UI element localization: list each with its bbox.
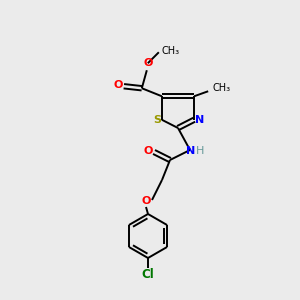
Text: O: O xyxy=(143,58,152,68)
Text: H: H xyxy=(196,146,204,156)
Text: O: O xyxy=(143,146,153,156)
Text: N: N xyxy=(186,146,196,156)
Text: N: N xyxy=(195,115,204,125)
Text: S: S xyxy=(153,115,161,125)
Text: O: O xyxy=(141,196,151,206)
Text: Cl: Cl xyxy=(142,268,154,281)
Text: CH₃: CH₃ xyxy=(212,83,230,93)
Text: CH₃: CH₃ xyxy=(162,46,180,56)
Text: O: O xyxy=(113,80,122,90)
